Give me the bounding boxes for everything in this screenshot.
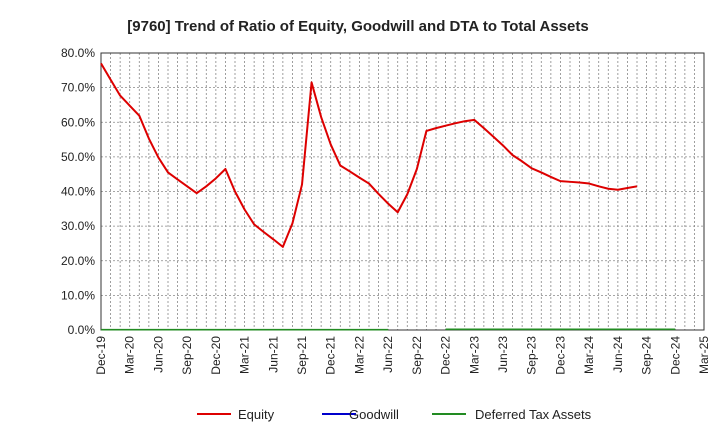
x-tick-label: Dec-20 [209,336,223,375]
series-layer [100,62,676,331]
y-tick-label: 0.0% [68,323,96,337]
y-tick-label: 30.0% [61,219,95,233]
x-tick-label: Sep-23 [525,336,539,375]
x-tick-label: Dec-24 [668,336,682,375]
y-tick-label: 80.0% [61,46,95,60]
chart-title: [9760] Trend of Ratio of Equity, Goodwil… [127,18,588,35]
x-tick-label: Dec-21 [324,336,338,375]
x-tick-label: Jun-22 [381,336,395,373]
y-tick-label: 50.0% [61,150,95,164]
x-tick-label: Mar-23 [467,336,481,374]
legend-label-equity: Equity [238,407,275,422]
x-axis-ticks: Dec-19 Mar-20 Jun-20 Sep-20 Dec-20 Mar-21 Jun-… [94,336,711,375]
legend-label-goodwill: Goodwill [349,407,399,422]
x-tick-label: Jun-24 [611,336,625,373]
x-tick-label: Sep-24 [640,336,654,375]
y-tick-label: 10.0% [61,288,95,302]
x-tick-label: Mar-22 [352,336,366,374]
x-tick-label: Mar-24 [582,336,596,374]
x-tick-label: Jun-23 [496,336,510,373]
y-tick-label: 60.0% [61,115,95,129]
x-tick-label: Mar-25 [697,336,711,374]
grid [101,53,704,330]
y-axis-ticks: 0.0% 10.0% 20.0% 30.0% 40.0% 50.0% 60.0% 70.0% 8… [61,46,95,337]
x-tick-label: Mar-20 [123,336,137,374]
x-tick-label: Dec-22 [439,336,453,375]
x-tick-label: Sep-22 [410,336,424,375]
x-tick-label: Dec-23 [553,336,567,375]
x-tick-label: Dec-19 [94,336,108,375]
y-tick-label: 20.0% [61,254,95,268]
x-tick-label: Jun-21 [266,336,280,373]
x-tick-label: Jun-20 [151,336,165,373]
x-tick-label: Mar-21 [238,336,252,374]
legend: Equity Goodwill Deferred Tax Assets [197,407,592,422]
equity-line [100,62,638,248]
plot-area [100,52,705,331]
x-tick-label: Sep-21 [295,336,309,375]
legend-label-deferred-tax-assets: Deferred Tax Assets [475,407,592,422]
y-tick-label: 40.0% [61,185,95,199]
x-tick-label: Sep-20 [180,336,194,375]
y-tick-label: 70.0% [61,81,95,95]
